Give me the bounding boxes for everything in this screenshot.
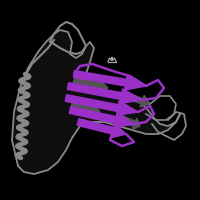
Polygon shape [120, 89, 142, 103]
Polygon shape [12, 30, 180, 174]
Polygon shape [116, 101, 138, 115]
Polygon shape [73, 71, 126, 86]
Polygon shape [77, 119, 113, 134]
Polygon shape [67, 83, 122, 99]
Polygon shape [119, 115, 135, 126]
Polygon shape [71, 101, 93, 112]
Polygon shape [132, 118, 140, 129]
Polygon shape [90, 104, 100, 116]
Polygon shape [73, 77, 99, 88]
Polygon shape [114, 113, 134, 127]
Polygon shape [140, 95, 150, 107]
Polygon shape [65, 95, 118, 111]
Polygon shape [97, 80, 108, 92]
Polygon shape [111, 123, 126, 138]
Polygon shape [121, 91, 143, 104]
Polygon shape [125, 75, 146, 90]
Polygon shape [69, 107, 117, 123]
